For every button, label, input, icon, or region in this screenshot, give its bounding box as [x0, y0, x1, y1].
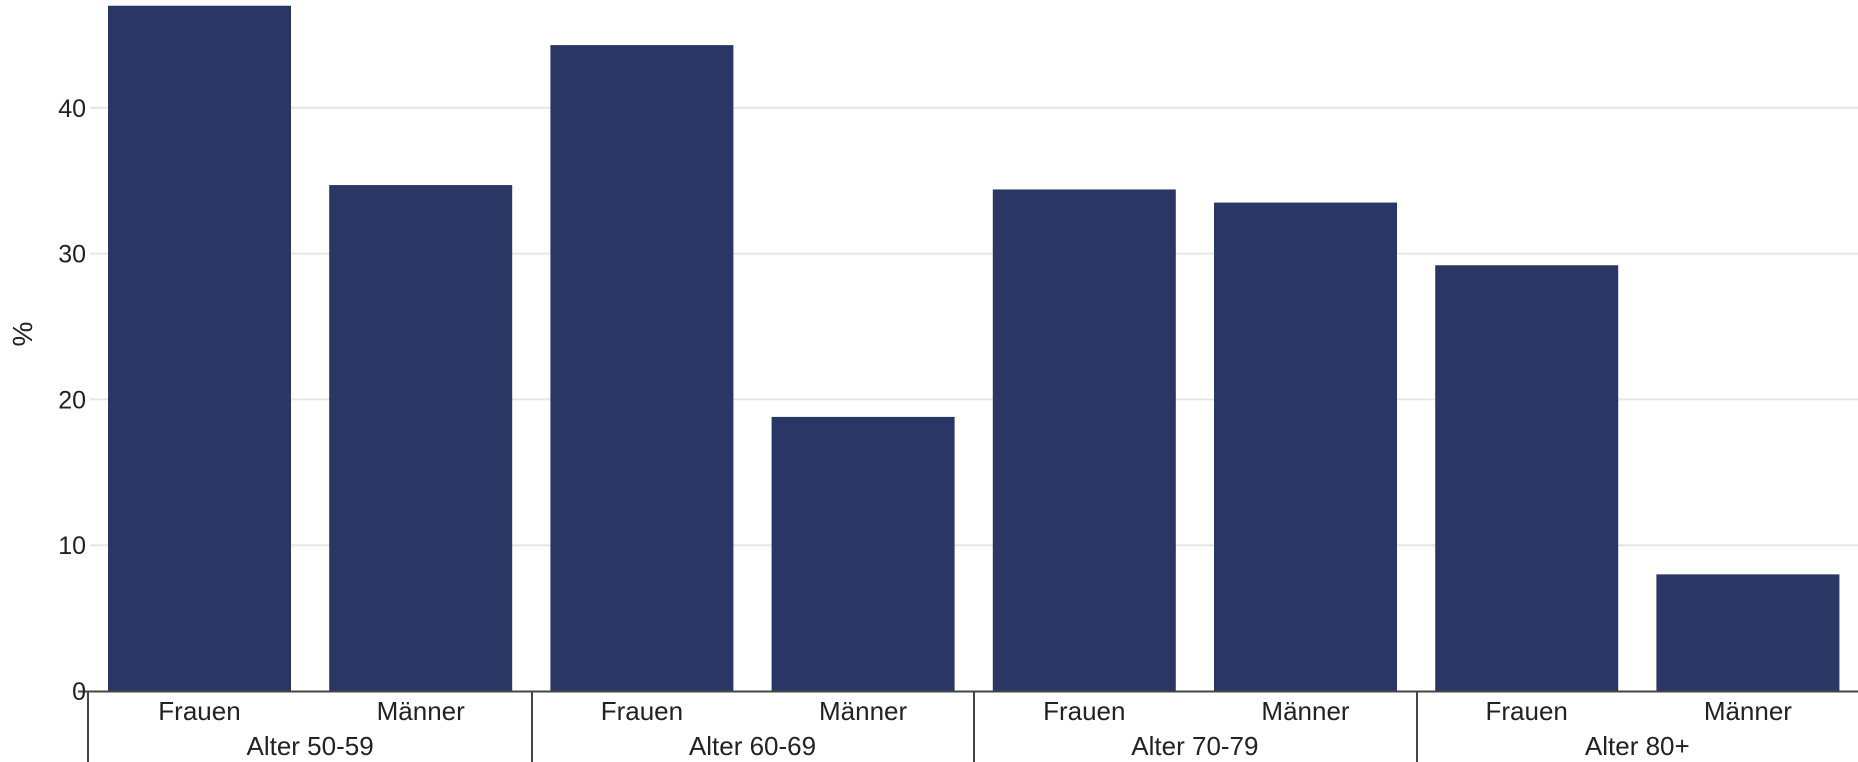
y-tick-label: 40 — [58, 95, 86, 123]
bar-frauen — [992, 189, 1176, 691]
category-label: Frauen — [1486, 696, 1568, 726]
group-label: Alter 80+ — [1585, 731, 1690, 761]
group-label: Alter 70-79 — [1131, 731, 1258, 761]
y-tick-label: 30 — [58, 241, 86, 269]
bar-maenner — [329, 185, 513, 691]
bar-maenner — [1656, 574, 1840, 691]
bar-frauen — [1435, 265, 1619, 691]
category-label: Männer — [1704, 696, 1792, 726]
axis-labels: 0 10 20 30 40 Frauen Männer Frauen Männer Frauen M… — [58, 95, 1792, 761]
y-axis-title: % — [7, 322, 38, 347]
category-label: Männer — [819, 696, 907, 726]
bar-frauen — [550, 45, 734, 691]
bars — [108, 5, 1840, 692]
category-label: Frauen — [601, 696, 683, 726]
category-label: Männer — [1261, 696, 1349, 726]
bar-maenner — [771, 416, 955, 691]
y-tick-label: 10 — [58, 532, 86, 560]
bar-frauen — [108, 5, 291, 692]
category-label: Frauen — [158, 696, 240, 726]
y-tick-label: 20 — [58, 386, 86, 414]
category-label: Männer — [377, 696, 465, 726]
group-label: Alter 50-59 — [247, 731, 374, 761]
axes — [78, 690, 1858, 762]
category-label: Frauen — [1043, 696, 1125, 726]
bar-maenner — [1214, 202, 1397, 691]
y-tick-label: 0 — [72, 678, 86, 706]
group-label: Alter 60-69 — [689, 731, 816, 761]
